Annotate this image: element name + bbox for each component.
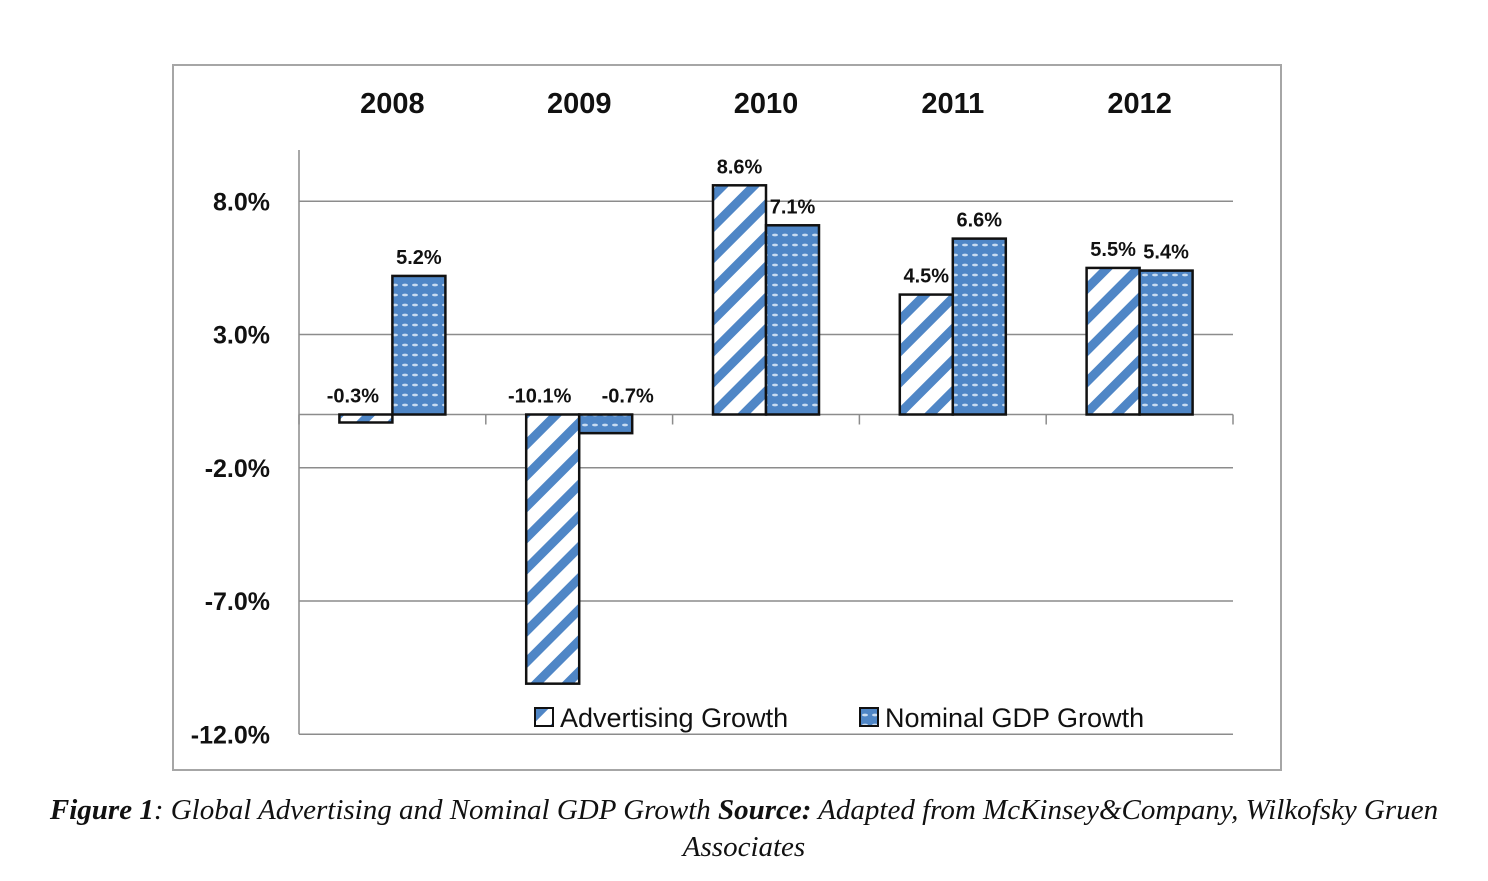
bar bbox=[1138, 269, 1194, 416]
category-label: 2012 bbox=[1107, 88, 1172, 120]
y-tick-label: 3.0% bbox=[213, 322, 270, 350]
bar bbox=[524, 413, 581, 685]
legend-swatch bbox=[534, 707, 554, 727]
y-tick-label: -2.0% bbox=[205, 455, 270, 483]
bar bbox=[338, 413, 394, 424]
legend-swatch bbox=[859, 707, 879, 727]
bar bbox=[951, 237, 1008, 416]
data-label: 5.2% bbox=[396, 247, 442, 269]
bar bbox=[764, 224, 821, 416]
bar bbox=[1085, 266, 1141, 416]
data-label: 5.5% bbox=[1090, 239, 1136, 261]
caption-figure-label: Figure 1 bbox=[49, 794, 154, 826]
data-label: -0.3% bbox=[327, 386, 379, 408]
category-label: 2009 bbox=[547, 88, 612, 120]
legend-label: Nominal GDP Growth bbox=[885, 703, 1144, 733]
caption-source-text: Adapted from McKinsey&Company, Wilkofsky… bbox=[682, 794, 1439, 863]
bar bbox=[898, 293, 955, 416]
data-label: -0.7% bbox=[602, 386, 654, 408]
y-tick-label: -12.0% bbox=[191, 721, 270, 749]
data-label: 8.6% bbox=[717, 156, 763, 178]
bar bbox=[391, 274, 447, 416]
chart: 8.0% 3.0% -2.0% -7.0% -12.0% 2008 2009 2010 201… bbox=[172, 64, 1282, 771]
caption-source-label: Source: bbox=[718, 794, 812, 826]
category-label: 2011 bbox=[921, 88, 984, 120]
figure-caption: Figure 1: Global Advertising and Nominal… bbox=[20, 792, 1468, 866]
y-tick-label: 8.0% bbox=[213, 188, 270, 216]
data-label: 6.6% bbox=[957, 210, 1003, 232]
category-label: 2008 bbox=[360, 88, 425, 120]
category-label: 2010 bbox=[734, 88, 799, 120]
data-label: 7.1% bbox=[770, 196, 816, 218]
data-label: 5.4% bbox=[1143, 242, 1189, 264]
data-label: 4.5% bbox=[904, 266, 950, 288]
caption-title: : Global Advertising and Nominal GDP Gro… bbox=[153, 794, 718, 826]
data-label: -10.1% bbox=[508, 386, 572, 408]
bar bbox=[711, 184, 768, 416]
bar bbox=[577, 413, 634, 435]
legend-label: Advertising Growth bbox=[560, 703, 788, 733]
y-tick-label: -7.0% bbox=[205, 588, 270, 616]
